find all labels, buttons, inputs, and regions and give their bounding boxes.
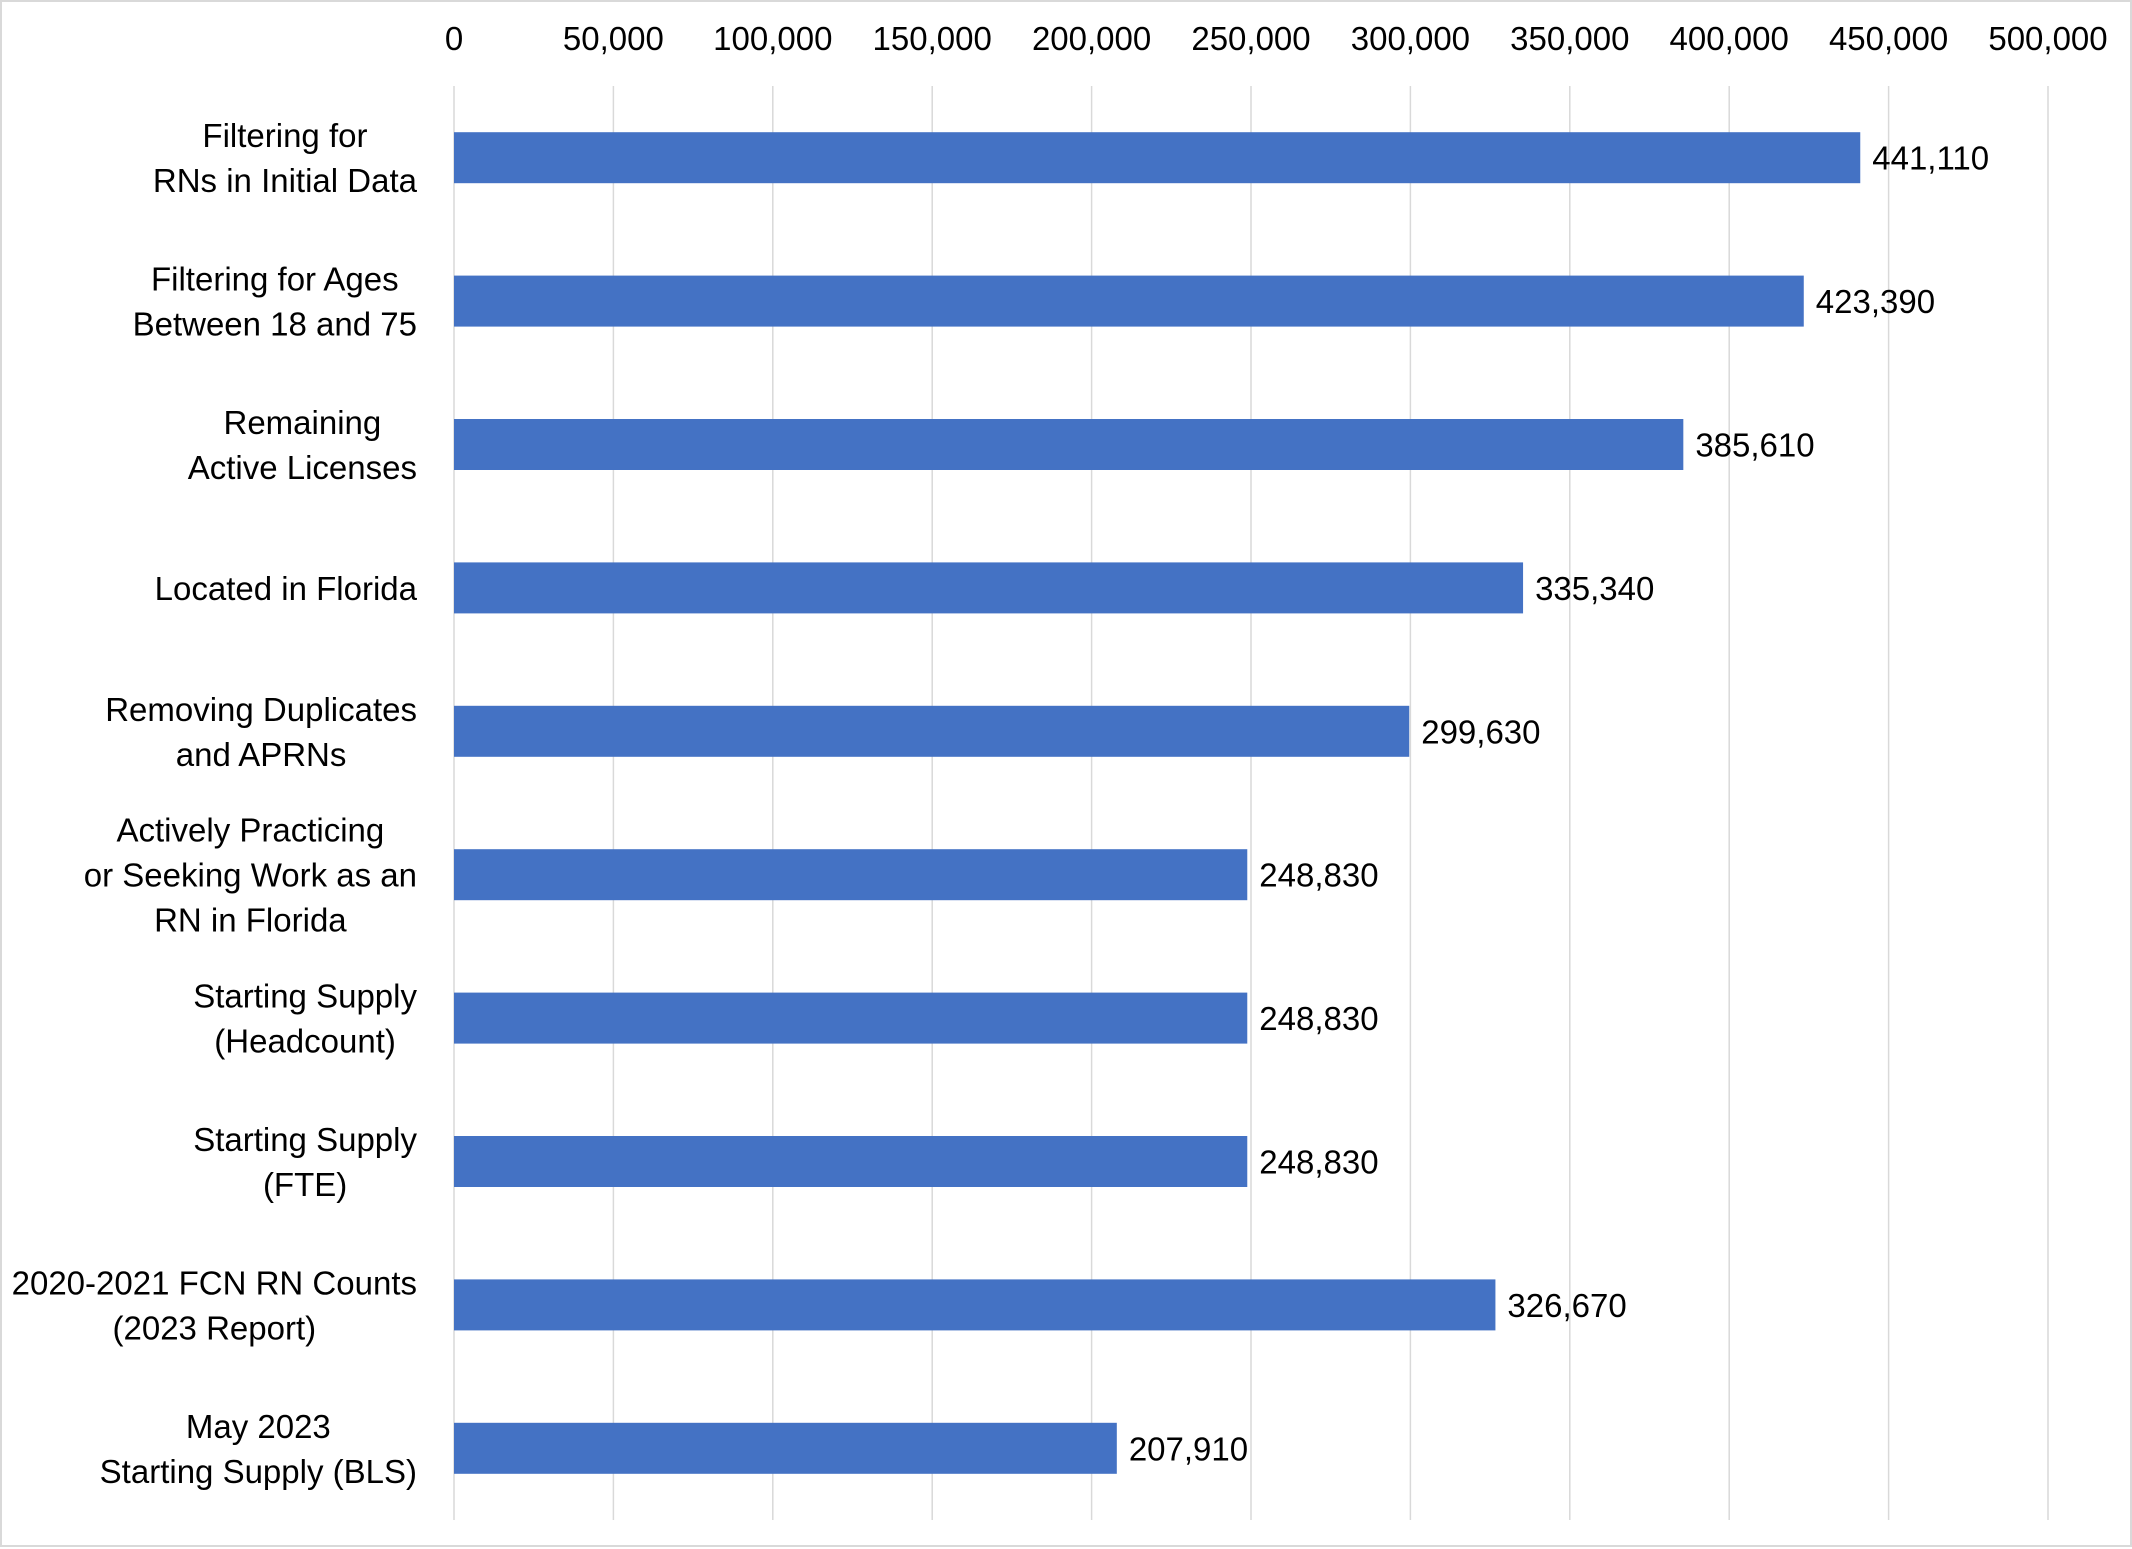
category-label-1-line-1: Between 18 and 75 [133,306,417,343]
category-label-5-line-1: or Seeking Work as an [84,857,417,894]
category-label-1: Filtering for Ages Between 18 and 75 [133,261,417,343]
category-label-2: Remaining Active Licenses [188,404,417,486]
category-label-5-line-0: Actively Practicing [117,812,385,849]
data-label-2: 385,610 [1695,427,1814,464]
x-tick-label-1: 50,000 [563,20,664,57]
x-tick-label-3: 150,000 [873,20,992,57]
x-tick-label-0: 0 [445,20,463,57]
data-label-1: 423,390 [1816,283,1935,320]
category-label-9: May 2023 Starting Supply (BLS) [100,1408,417,1490]
bar-1 [454,275,1804,327]
category-label-6-line-1: (Headcount) [214,1023,396,1060]
category-label-7-line-0: Starting Supply [193,1121,417,1158]
category-label-7: Starting Supply (FTE) [193,1121,417,1203]
bars [454,132,1861,1474]
category-label-0-line-0: Filtering for [202,117,367,154]
category-label-4-line-1: and APRNs [176,736,347,773]
category-label-2-line-0: Remaining [223,404,381,441]
data-label-9: 207,910 [1129,1430,1248,1467]
x-tick-label-6: 300,000 [1351,20,1470,57]
data-label-0: 441,110 [1872,140,1989,177]
category-label-8-line-1: (2023 Report) [113,1309,317,1346]
category-label-8-line-0: 2020-2021 FCN RN Counts [12,1264,417,1301]
category-label-0: Filtering for RNs in Initial Data [153,117,418,199]
data-label-7: 248,830 [1259,1144,1378,1181]
bar-4 [454,705,1410,757]
bar-9 [454,1422,1117,1474]
data-labels: 441,110 423,390 385,610 335,340 299,630 248,8… [1129,140,1989,1468]
x-tick-label-7: 350,000 [1510,20,1629,57]
category-label-4-line-0: Removing Duplicates [105,691,417,728]
category-label-3: Located in Florida [155,570,418,607]
category-label-7-line-1: (FTE) [263,1166,347,1203]
data-label-3: 335,340 [1535,570,1654,607]
bar-6 [454,992,1248,1044]
bar-8 [454,1279,1496,1331]
category-label-9-line-0: May 2023 [186,1408,331,1445]
category-label-6-line-0: Starting Supply [193,978,417,1015]
x-tick-label-5: 250,000 [1191,20,1310,57]
category-label-4: Removing Duplicates and APRNs [105,691,417,773]
category-label-5-line-2: RN in Florida [154,902,347,939]
data-label-6: 248,830 [1259,1000,1378,1037]
x-tick-label-8: 400,000 [1670,20,1789,57]
category-label-5: Actively Practicing or Seeking Work as an… [84,812,417,939]
category-label-1-line-0: Filtering for Ages [151,261,399,298]
bar-3 [454,562,1524,614]
data-label-8: 326,670 [1507,1287,1626,1324]
category-label-3-line-0: Located in Florida [155,570,418,607]
x-tick-label-10: 500,000 [1988,20,2107,57]
x-tick-label-9: 450,000 [1829,20,1948,57]
x-axis-ticks: 0 50,000 100,000 150,000 200,000 250,000 300,0… [445,20,2108,57]
bar-0 [454,132,1861,184]
x-tick-label-4: 200,000 [1032,20,1151,57]
data-label-5: 248,830 [1259,857,1378,894]
category-label-0-line-1: RNs in Initial Data [153,162,418,199]
category-label-9-line-1: Starting Supply (BLS) [100,1453,417,1490]
data-label-4: 299,630 [1421,713,1540,750]
category-label-2-line-1: Active Licenses [188,449,417,486]
x-tick-label-2: 100,000 [713,20,832,57]
category-label-6: Starting Supply (Headcount) [193,978,417,1060]
bar-7 [454,1136,1248,1187]
category-labels: Filtering for RNs in Initial DataFilterin… [12,117,418,1490]
bar-5 [454,849,1248,901]
category-label-8: 2020-2021 FCN RN Counts (2023 Report) [12,1264,417,1346]
bar-2 [454,419,1684,470]
